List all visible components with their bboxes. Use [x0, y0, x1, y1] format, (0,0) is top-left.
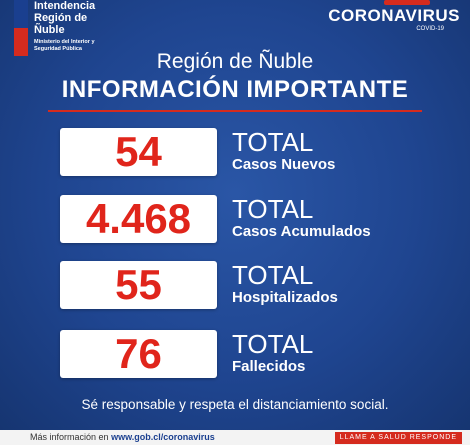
- stat-label: TOTAL Hospitalizados: [232, 261, 338, 307]
- more-info: Más información en www.gob.cl/coronaviru…: [30, 432, 215, 442]
- logo-subtitle-line: Ministerio del Interior y: [34, 39, 95, 45]
- stat-label: TOTAL Casos Acumulados: [232, 195, 371, 241]
- footer-message: Sé responsable y respeta el distanciamie…: [81, 397, 389, 412]
- stat-value: 4.468: [60, 195, 217, 243]
- stat-row-hospitalized: 55 TOTAL Hospitalizados: [60, 261, 430, 311]
- stat-description: Fallecidos: [232, 358, 306, 375]
- logo-title-line: Intendencia: [34, 0, 96, 12]
- title-divider: [48, 110, 422, 112]
- stat-value: 54: [60, 128, 217, 176]
- more-info-prefix: Más información en: [30, 432, 109, 442]
- stat-description: Hospitalizados: [232, 289, 338, 306]
- info-panel: Intendencia Región de Ñuble Ministerio d…: [0, 0, 470, 430]
- page-title: INFORMACIÓN IMPORTANTE: [61, 76, 409, 103]
- flag-stripe: [14, 0, 28, 56]
- stat-total-label: TOTAL: [232, 194, 314, 224]
- call-health-banner: LLAME A SALUD RESPONDE: [334, 432, 462, 444]
- more-info-link[interactable]: www.gob.cl/coronavirus: [111, 432, 215, 442]
- stat-total-label: TOTAL: [232, 260, 314, 290]
- region-name: Región de Ñuble: [156, 50, 314, 73]
- stat-label: TOTAL Casos Nuevos: [232, 128, 335, 174]
- campaign-logo-bar: [384, 0, 430, 5]
- stat-row-accumulated-cases: 4.468 TOTAL Casos Acumulados: [60, 195, 430, 245]
- stat-description: Casos Acumulados: [232, 223, 371, 240]
- logo-title-line: Región de: [34, 12, 88, 24]
- government-logo: Intendencia Región de Ñuble Ministerio d…: [14, 0, 144, 56]
- campaign-logo: CORONAVIRUS COVID-19: [310, 0, 460, 33]
- stat-total-label: TOTAL: [232, 127, 314, 157]
- stat-value: 55: [60, 261, 217, 309]
- campaign-subtitle: COVID-19: [416, 26, 444, 32]
- stat-row-deceased: 76 TOTAL Fallecidos: [60, 330, 430, 380]
- stat-value: 76: [60, 330, 217, 378]
- stat-total-label: TOTAL: [232, 329, 314, 359]
- logo-subtitle: Ministerio del Interior y Seguridad Públ…: [34, 39, 95, 53]
- campaign-title: CORONAVIRUS: [328, 6, 460, 25]
- logo-title-line: Ñuble: [34, 24, 65, 36]
- stat-description: Casos Nuevos: [232, 156, 336, 173]
- stat-label: TOTAL Fallecidos: [232, 330, 313, 376]
- logo-subtitle-line: Seguridad Pública: [34, 46, 82, 52]
- stat-row-new-cases: 54 TOTAL Casos Nuevos: [60, 128, 430, 178]
